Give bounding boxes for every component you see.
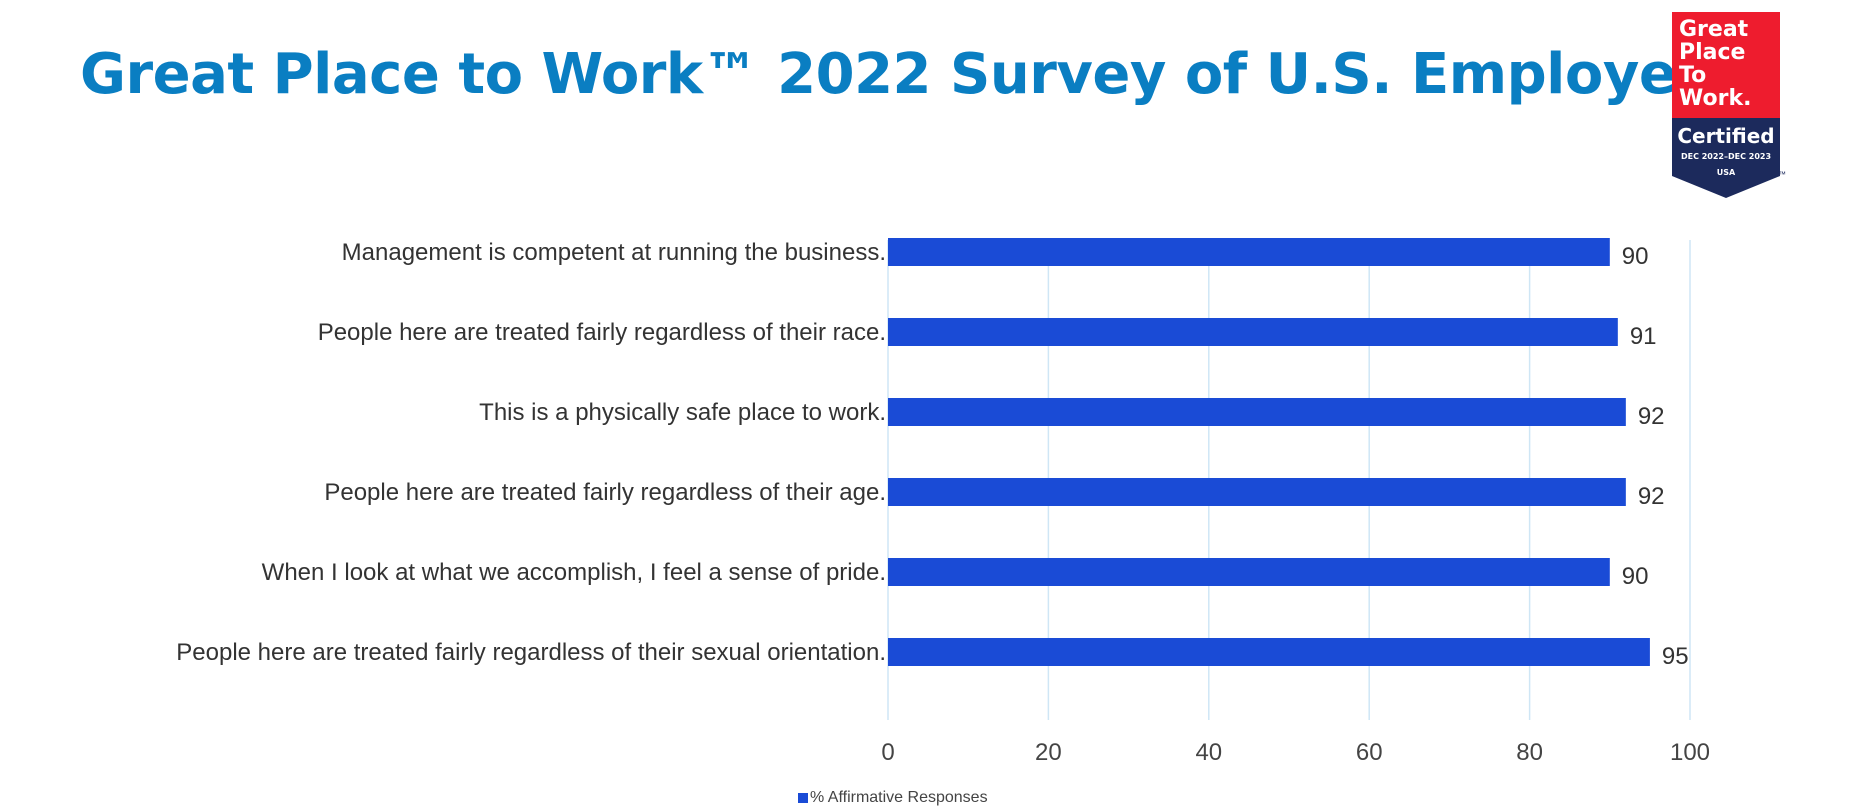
page-title: Great Place to Work™ 2022 Survey of U.S.… (80, 42, 1747, 107)
badge-line-4: Work. (1679, 86, 1752, 111)
category-label: People here are treated fairly regardles… (318, 319, 886, 346)
legend-label: % Affirmative Responses (810, 789, 988, 806)
badge-line-2: Place (1679, 40, 1746, 65)
x-tick-label: 100 (1670, 739, 1710, 766)
bar (888, 478, 1626, 506)
badge-line-3: To (1679, 63, 1707, 88)
category-label: When I look at what we accomplish, I fee… (262, 559, 886, 586)
category-label: People here are treated fairly regardles… (324, 479, 886, 506)
x-tick-label: 0 (881, 739, 894, 766)
legend-swatch (798, 793, 808, 803)
bar (888, 398, 1626, 426)
category-label: Management is competent at running the b… (342, 239, 886, 266)
badge-certified-text: Certified (1677, 124, 1775, 148)
bar (888, 318, 1618, 346)
data-label: 92 (1638, 483, 1665, 510)
data-label: 92 (1638, 403, 1665, 430)
badge-bottom-panel: Certified DEC 2022–DEC 2023 USA (1672, 118, 1780, 198)
x-tick-label: 60 (1356, 739, 1383, 766)
x-tick-label: 20 (1035, 739, 1062, 766)
data-label: 91 (1630, 323, 1657, 350)
x-tick-label: 80 (1516, 739, 1543, 766)
badge-top-panel: Great Place To Work. (1672, 12, 1780, 118)
x-tick-label: 40 (1195, 739, 1222, 766)
certified-badge-logo: Great Place To Work. Certified DEC 2022–… (1672, 12, 1786, 198)
badge-dates-text: DEC 2022–DEC 2023 (1680, 152, 1772, 161)
bar (888, 558, 1610, 586)
bar (888, 238, 1610, 266)
chart-legend: % Affirmative Responses (798, 789, 988, 807)
bar-chart: 0 20 40 60 80 100 Management is competent at r… (176, 238, 1710, 766)
bar (888, 638, 1650, 666)
category-label: People here are treated fairly regardles… (176, 639, 886, 666)
badge-shield-shape (1672, 118, 1780, 198)
data-label: 90 (1622, 243, 1649, 270)
category-label: This is a physically safe place to work. (479, 399, 886, 426)
data-label: 95 (1662, 643, 1689, 670)
badge-trademark: ™ (1778, 170, 1786, 179)
badge-line-1: Great (1679, 17, 1749, 42)
badge-country-text: USA (1716, 168, 1736, 177)
data-label: 90 (1622, 563, 1649, 590)
